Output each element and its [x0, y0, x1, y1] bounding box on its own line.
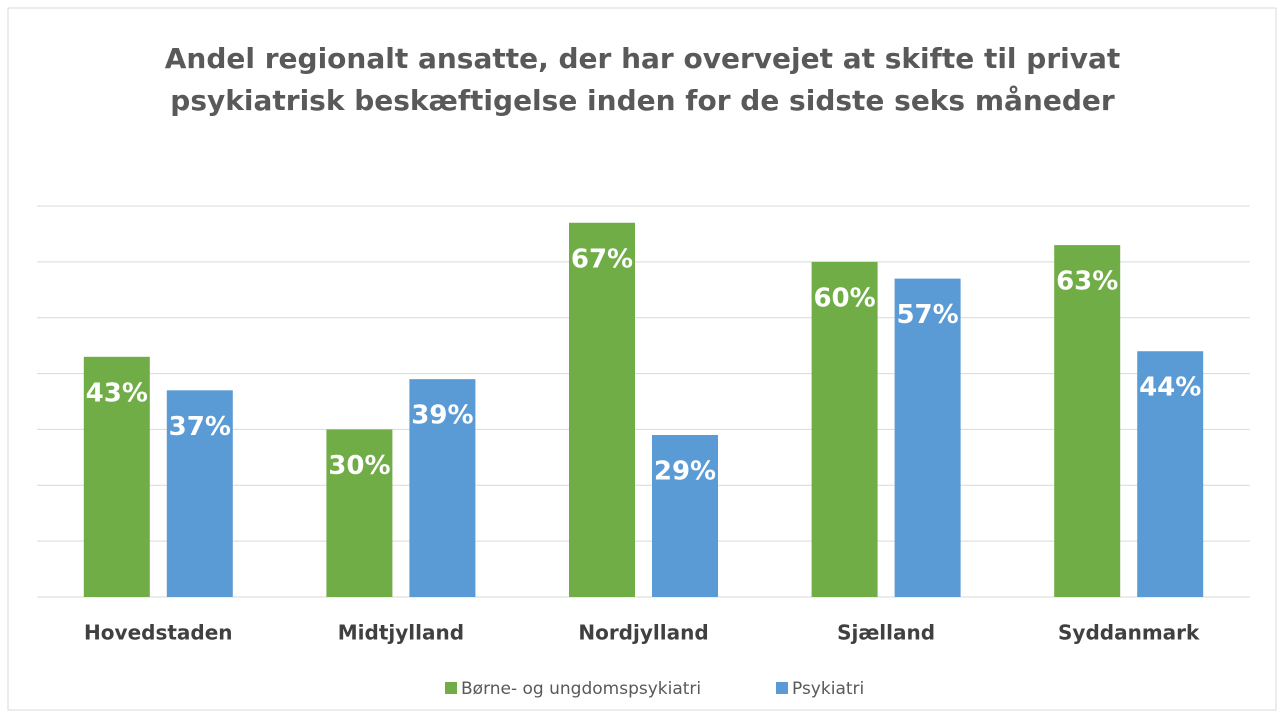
- bar: [1137, 351, 1204, 597]
- x-tick-label: Nordjylland: [578, 621, 708, 645]
- bar: [409, 379, 476, 597]
- data-label: 57%: [896, 300, 958, 330]
- chart-title: Andel regionalt ansatte, der har overvej…: [164, 42, 1121, 117]
- bar: [326, 429, 393, 597]
- legend-label: Psykiatri: [792, 679, 864, 699]
- legend-swatch: [445, 682, 457, 694]
- x-tick-label: Syddanmark: [1058, 621, 1200, 645]
- legend-swatch: [776, 682, 788, 694]
- data-label: 67%: [571, 244, 633, 274]
- data-label: 43%: [86, 378, 148, 408]
- data-label: 30%: [328, 451, 390, 481]
- bar: [894, 278, 961, 597]
- bar: [569, 222, 635, 597]
- legend-label: Børne- og ungdomspsykiatri: [461, 679, 701, 699]
- bar: [811, 261, 878, 597]
- x-tick-label: Sjælland: [837, 621, 935, 645]
- data-label: 37%: [169, 412, 231, 442]
- bar: [652, 435, 718, 597]
- data-label: 63%: [1056, 267, 1118, 297]
- x-tick-label: Hovedstaden: [84, 621, 232, 645]
- bar: [1054, 245, 1121, 597]
- data-label: 60%: [813, 283, 875, 313]
- data-label: 44%: [1139, 373, 1201, 403]
- bar: [166, 390, 233, 597]
- data-label: 29%: [654, 457, 716, 487]
- x-tick-label: Midtjylland: [338, 621, 464, 645]
- data-label: 39%: [411, 401, 473, 431]
- bar: [83, 356, 150, 597]
